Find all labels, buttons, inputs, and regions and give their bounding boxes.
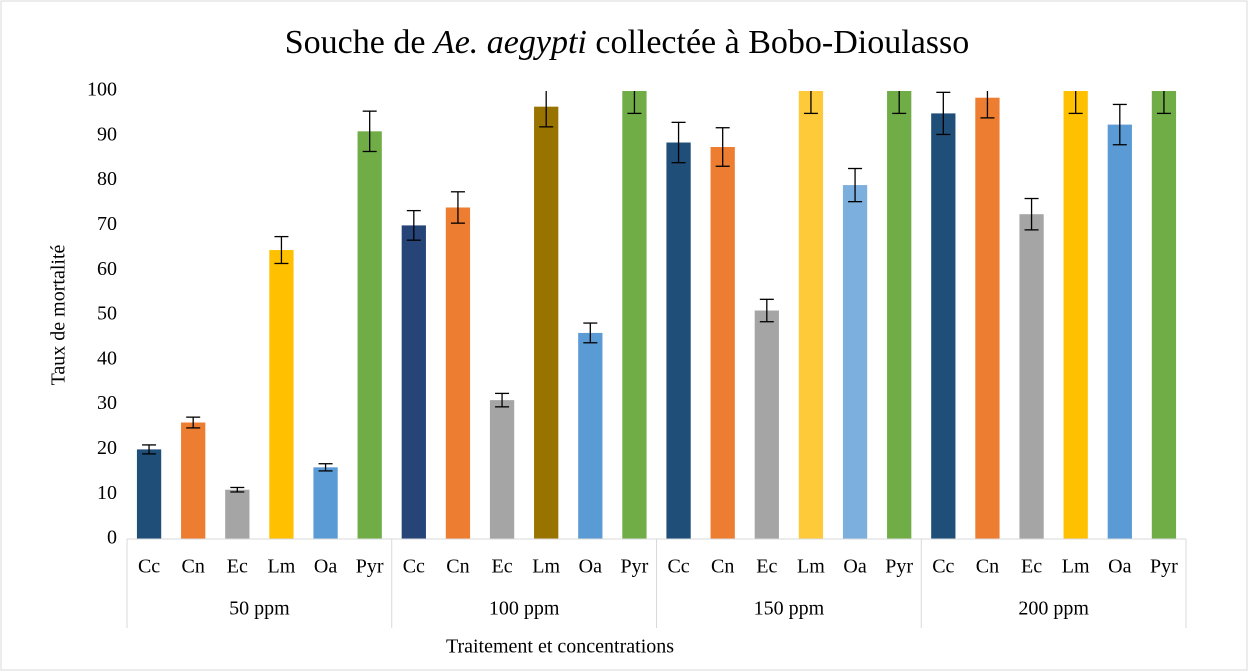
bar bbox=[710, 147, 735, 539]
bar bbox=[842, 185, 868, 539]
x-tick-label: Cn bbox=[976, 556, 999, 578]
plot-area bbox=[136, 91, 1177, 539]
bar bbox=[269, 250, 294, 539]
x-tick-label: Cn bbox=[711, 556, 734, 578]
error-bar bbox=[318, 463, 333, 472]
bar bbox=[887, 91, 912, 539]
y-tick-label: 90 bbox=[97, 123, 117, 145]
bar bbox=[622, 91, 647, 539]
error-bar bbox=[627, 91, 642, 115]
error-bar bbox=[1024, 197, 1039, 231]
error-bar bbox=[142, 444, 157, 455]
error-bar bbox=[892, 91, 907, 115]
bar bbox=[1107, 124, 1132, 539]
x-tick-label: Cc bbox=[403, 556, 425, 578]
bar bbox=[1019, 214, 1044, 539]
y-tick-label: 0 bbox=[107, 527, 117, 549]
error-bar bbox=[803, 91, 818, 115]
y-tick-label: 50 bbox=[97, 303, 117, 325]
bar bbox=[136, 449, 162, 539]
error-bar bbox=[186, 416, 201, 429]
x-tick-label: Lm bbox=[797, 556, 825, 578]
x-tick-label: Lm bbox=[268, 556, 296, 578]
y-tick-label: 70 bbox=[97, 213, 117, 235]
title-part: Souche de bbox=[285, 24, 434, 61]
bar bbox=[578, 332, 603, 539]
x-tick-label: Pyr bbox=[621, 556, 649, 578]
bar bbox=[1151, 91, 1177, 539]
bar bbox=[357, 131, 382, 539]
error-bar bbox=[583, 322, 598, 344]
error-bar bbox=[495, 392, 510, 408]
bar bbox=[225, 489, 250, 539]
x-tick-label: Pyr bbox=[1150, 556, 1178, 578]
x-tick-label: Ec bbox=[756, 556, 777, 578]
bar bbox=[666, 142, 691, 539]
error-bar bbox=[230, 486, 245, 493]
x-tick-label: Pyr bbox=[885, 556, 913, 578]
y-tick-label: 20 bbox=[97, 437, 117, 459]
error-bar bbox=[274, 235, 289, 265]
y-tick-label: 40 bbox=[97, 347, 117, 369]
error-bar bbox=[848, 167, 863, 203]
x-tick-label: Oa bbox=[579, 556, 602, 578]
bar bbox=[1063, 91, 1088, 539]
group-label: 200 ppm bbox=[1018, 598, 1089, 620]
error-bar bbox=[671, 121, 686, 164]
y-axis-label: Taux de mortalité bbox=[48, 244, 70, 385]
x-tick-label: Pyr bbox=[356, 556, 384, 578]
error-bar bbox=[980, 91, 995, 119]
bar bbox=[445, 207, 471, 539]
title-part: Ae. aegypti bbox=[432, 24, 587, 61]
bar bbox=[489, 400, 515, 539]
x-tick-label: Cc bbox=[667, 556, 689, 578]
y-tick-label: 100 bbox=[87, 79, 117, 101]
error-bar bbox=[362, 110, 377, 153]
x-tick-label: Oa bbox=[1108, 556, 1131, 578]
bar bbox=[181, 422, 206, 539]
title-part: collectée à Bobo-Dioulasso bbox=[587, 24, 969, 61]
error-bar bbox=[759, 298, 774, 323]
bar bbox=[798, 91, 824, 539]
y-tick-label: 80 bbox=[97, 168, 117, 190]
x-axis-label: Traitement et concentrations bbox=[446, 636, 674, 658]
error-bar bbox=[936, 91, 951, 136]
x-tick-label: Lm bbox=[532, 556, 560, 578]
bar bbox=[975, 97, 1000, 539]
bar bbox=[931, 113, 956, 539]
x-tick-label: Cn bbox=[182, 556, 205, 578]
error-bar bbox=[1112, 103, 1127, 146]
error-bar bbox=[406, 209, 421, 241]
group-label: 100 ppm bbox=[489, 598, 560, 620]
x-tick-label: Ec bbox=[492, 556, 513, 578]
x-tick-label: Ec bbox=[227, 556, 248, 578]
bar bbox=[534, 106, 559, 539]
bar bbox=[754, 310, 779, 539]
chart-title: Souche de Ae. aegypti collectée à Bobo-D… bbox=[285, 24, 970, 61]
x-tick-label: Ec bbox=[1021, 556, 1042, 578]
x-tick-label: Cn bbox=[446, 556, 469, 578]
error-bar bbox=[1068, 91, 1083, 115]
error-bar bbox=[450, 191, 465, 224]
x-tick-label: Lm bbox=[1062, 556, 1090, 578]
y-tick-label: 60 bbox=[97, 258, 117, 280]
bar bbox=[401, 225, 426, 539]
group-label: 50 ppm bbox=[229, 598, 290, 620]
y-tick-label: 30 bbox=[97, 392, 117, 414]
x-tick-label: Oa bbox=[314, 556, 337, 578]
error-bar bbox=[539, 91, 554, 128]
x-tick-label: Oa bbox=[843, 556, 866, 578]
error-bar bbox=[1156, 91, 1171, 115]
x-tick-label: Cc bbox=[932, 556, 954, 578]
bar bbox=[313, 467, 338, 539]
error-bar bbox=[715, 127, 730, 167]
y-tick-label: 10 bbox=[97, 482, 117, 504]
x-tick-label: Cc bbox=[138, 556, 160, 578]
group-label: 150 ppm bbox=[754, 598, 825, 620]
